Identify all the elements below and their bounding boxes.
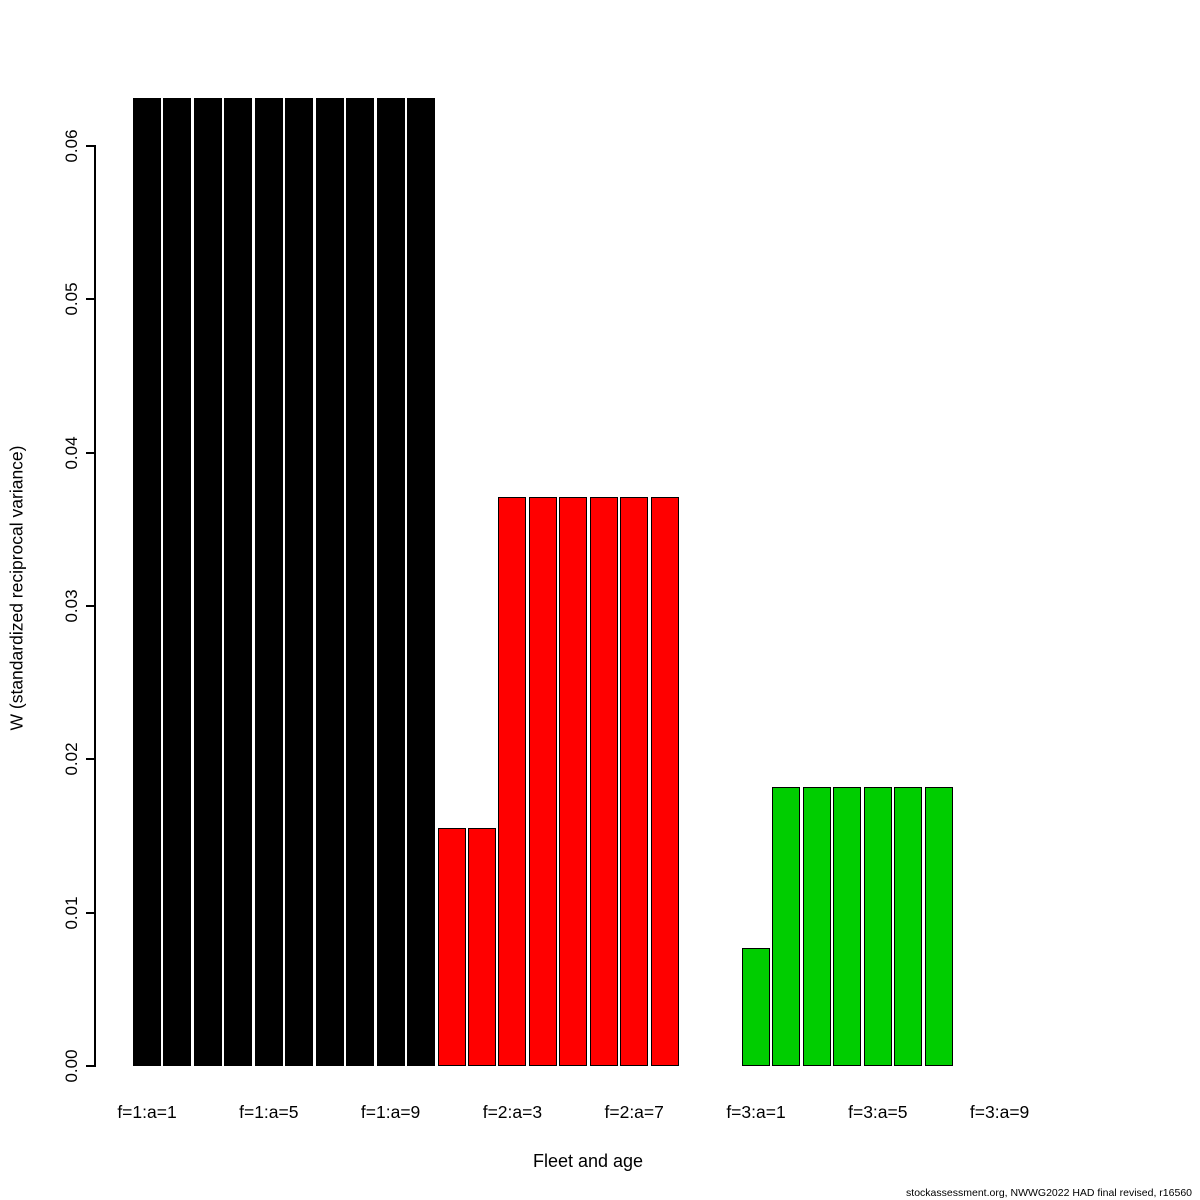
bar-fleet-3-age-1 [742,947,770,1066]
y-tick-mark [86,605,94,607]
x-tick-label: f=2:a=7 [604,1102,664,1122]
y-tick-mark [86,298,94,301]
bar-fleet-2-age-8 [650,497,679,1066]
y-tick-label: 0.01 [62,896,81,930]
bar-fleet-3-age-3 [802,786,831,1066]
bar-fleet-2-age-7 [620,497,649,1066]
y-tick-label: 0.04 [62,436,81,470]
bar-fleet-1-age-9 [376,98,405,1066]
bar-fleet-2-age-3 [498,497,527,1066]
watermark-text: stockassessment.org, NWWG2022 HAD final … [906,1187,1192,1199]
y-tick-label: 0.06 [62,129,81,163]
x-tick-label: f=1:a=1 [117,1102,177,1122]
bar-fleet-2-age-5 [559,497,588,1066]
x-tick-label: f=3:a=1 [726,1102,786,1122]
y-tick-mark [86,911,94,914]
y-tick-label: 0.03 [62,589,81,623]
x-tick-label: f=3:a=5 [848,1102,908,1122]
bar-fleet-2-age-1 [437,828,466,1066]
bar-fleet-2-age-6 [589,497,618,1066]
bar-fleet-3-age-5 [863,786,892,1066]
bar-fleet-2-age-4 [528,497,557,1066]
y-axis-title: W (standardized reciprocal variance) [6,445,27,731]
y-tick-mark [86,145,94,147]
bar-fleet-3-age-6 [894,786,923,1066]
x-tick-label: f=3:a=9 [969,1102,1030,1122]
x-tick-label: f=2:a=3 [482,1102,543,1122]
y-tick-mark [86,451,94,454]
x-tick-label: f=1:a=9 [360,1102,421,1122]
bar-fleet-1-age-2 [163,98,192,1066]
y-tick-mark [86,1065,94,1067]
bar-fleet-1-age-1 [133,98,161,1066]
bar-fleet-1-age-5 [254,98,283,1066]
bar-fleet-3-age-4 [833,786,862,1066]
y-tick-label: 0.05 [62,282,81,316]
bar-fleet-1-age-10 [407,98,436,1066]
y-tick-mark [86,758,94,761]
bar-fleet-1-age-6 [285,98,314,1066]
bar-fleet-1-age-8 [346,98,375,1066]
y-tick-label: 0.00 [62,1049,81,1083]
y-axis-line [94,145,96,1067]
x-tick-label: f=1:a=5 [239,1102,299,1122]
bar-fleet-3-age-2 [772,786,801,1066]
bar-fleet-2-age-2 [467,828,496,1066]
bar-fleet-3-age-7 [924,786,953,1066]
bar-fleet-1-age-4 [224,98,253,1066]
x-axis-title: Fleet and age [532,1151,644,1171]
y-tick-label: 0.02 [62,742,81,776]
bar-fleet-1-age-7 [315,98,344,1066]
bar-fleet-1-age-3 [193,98,222,1066]
